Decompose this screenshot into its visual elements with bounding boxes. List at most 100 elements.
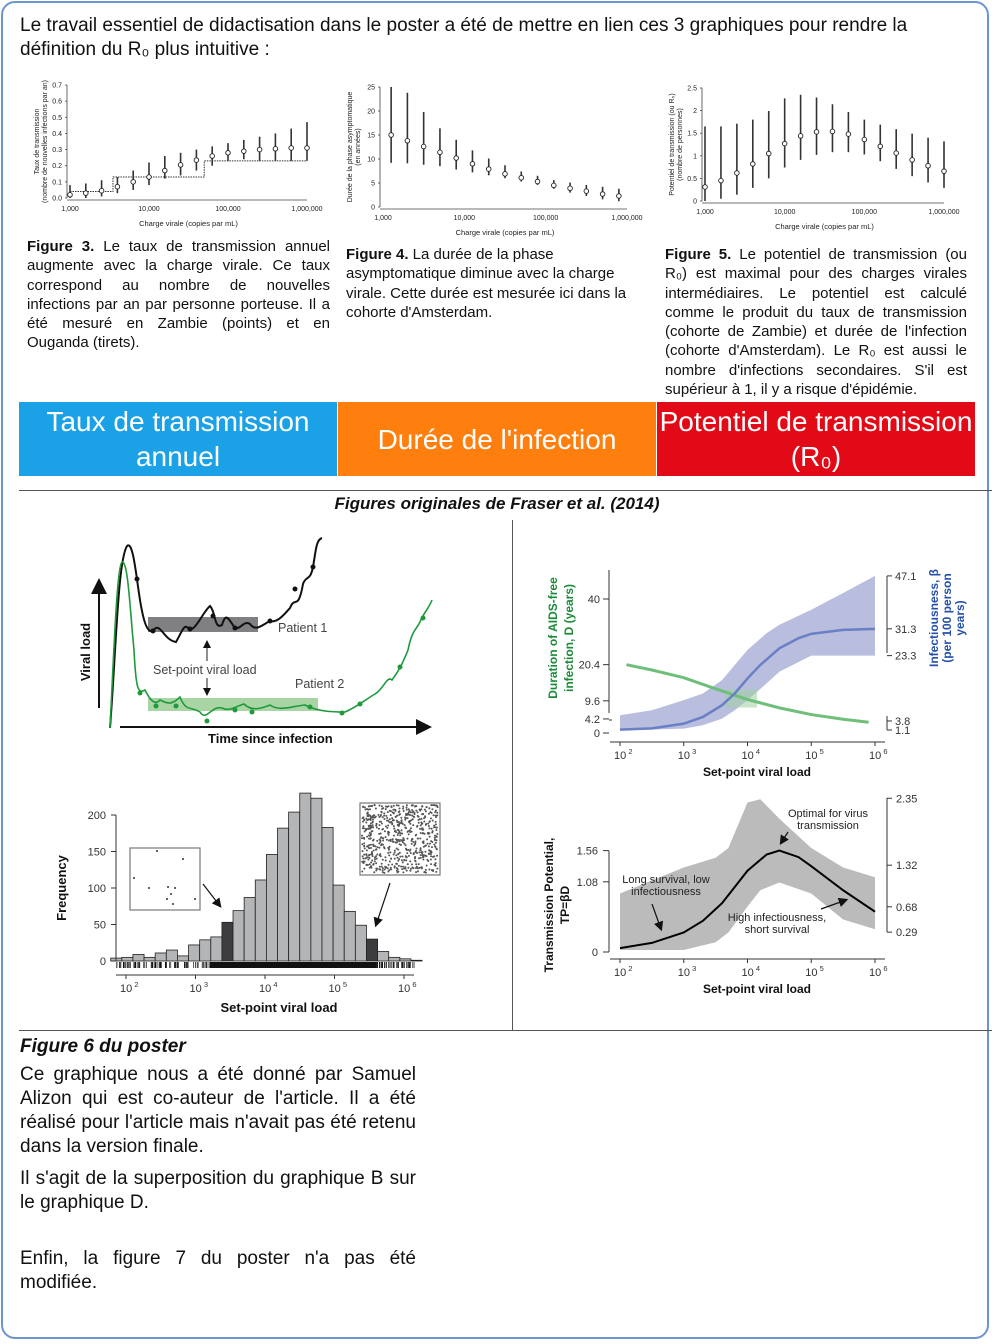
- y-tick-label: 0.0: [52, 196, 62, 203]
- data-point: [193, 157, 200, 163]
- inset-dot: [399, 855, 402, 858]
- inset-dot: [383, 830, 386, 833]
- inset-dot: [388, 809, 391, 812]
- inset-dot: [371, 815, 374, 818]
- inset-dot: [194, 898, 196, 900]
- inset-dot: [435, 870, 438, 873]
- inset-dot: [381, 827, 384, 830]
- inset-dot: [384, 836, 387, 839]
- inset-dot: [398, 813, 401, 816]
- inset-dot: [417, 863, 420, 866]
- inset-dot: [376, 853, 379, 856]
- inset-dot: [434, 820, 437, 823]
- data-point: [583, 188, 590, 194]
- inset-dot: [396, 856, 399, 859]
- inset-dot: [398, 851, 401, 854]
- inset-dot: [433, 863, 436, 866]
- inset-dot: [398, 858, 401, 861]
- y-tick-label: 0: [371, 205, 375, 212]
- y-tick-label: 0.5: [687, 176, 697, 183]
- inset-dot: [390, 868, 393, 871]
- inset-dot: [435, 847, 438, 850]
- inset-dot: [387, 851, 390, 854]
- patient1-point: [232, 625, 238, 631]
- inset-dot: [433, 843, 436, 846]
- inset-dot: [421, 854, 424, 857]
- y-tick-label: 0.6: [52, 99, 62, 106]
- inset-dot: [416, 851, 419, 854]
- inset-dot: [362, 860, 365, 863]
- inset-dot: [401, 841, 404, 844]
- inset-dot: [408, 829, 411, 832]
- y-tick-label: 23.3: [895, 651, 916, 663]
- x-tick-label: 10 3: [678, 747, 697, 762]
- patient1-point: [292, 586, 298, 592]
- inset-dot: [133, 877, 135, 879]
- histogram-bar: [299, 792, 312, 962]
- inset-dot: [422, 812, 425, 815]
- data-point: [420, 143, 427, 150]
- inset-dot: [375, 862, 378, 865]
- histogram-bar: [121, 956, 134, 962]
- inset-dot: [364, 827, 367, 830]
- inset-dot: [416, 870, 419, 873]
- inset-dot: [406, 837, 409, 840]
- inset-dot: [375, 822, 378, 825]
- rug-dense: [209, 962, 377, 968]
- inset-dot: [401, 868, 404, 871]
- inset-dot: [436, 811, 439, 814]
- caption-label: Figure 5.: [665, 246, 732, 263]
- inset-dot: [388, 869, 391, 872]
- inset-dot: [434, 823, 437, 826]
- inset-dot: [434, 826, 437, 829]
- inset-dot: [419, 837, 422, 840]
- inset-dot: [392, 812, 395, 815]
- inset-dot: [412, 840, 415, 843]
- inset-dot: [411, 838, 414, 841]
- inset-dot: [412, 853, 415, 856]
- inset-dot: [432, 869, 435, 872]
- inset-dot: [416, 837, 419, 840]
- inset-dot: [434, 811, 437, 814]
- inset-dot: [383, 817, 386, 820]
- inset-dot: [414, 849, 417, 852]
- inset-dot: [413, 811, 416, 814]
- inset-dot: [425, 806, 428, 809]
- inset-dot: [424, 844, 427, 847]
- data-point: [98, 187, 105, 194]
- y-tick-label: 3.8: [895, 716, 910, 728]
- caption-label: Figure 3.: [27, 238, 95, 255]
- x-tick-label: 10 6: [869, 964, 888, 979]
- patient2-point: [153, 703, 159, 709]
- inset-dot: [405, 859, 408, 862]
- data-point: [845, 131, 852, 137]
- divider: [512, 520, 513, 1030]
- inset-dot: [406, 852, 409, 855]
- inset-dot: [370, 866, 373, 869]
- inset-dot: [148, 887, 150, 889]
- inset-dot: [370, 865, 373, 868]
- annotation-optimal: transmission: [797, 820, 859, 832]
- inset-dot: [430, 827, 433, 830]
- inset-dot: [406, 863, 409, 866]
- y-axis-label: (nombre de personnes): [677, 108, 684, 181]
- inset-dot: [395, 831, 398, 834]
- data-point: [941, 168, 947, 174]
- inset-dot: [407, 830, 410, 833]
- inset-dot: [388, 845, 391, 848]
- y-tick-label: 2.5: [687, 86, 697, 93]
- histogram-bar: [132, 954, 145, 962]
- inset-dot: [372, 863, 375, 866]
- y-tick-label: 2: [693, 108, 697, 115]
- inset-dot: [407, 833, 410, 836]
- y-tick-label: 1.56: [577, 846, 598, 858]
- caption-figure-5: Figure 5. Le potentiel de transmission (…: [665, 245, 967, 399]
- inset-dot: [392, 808, 395, 811]
- inset-dot: [405, 812, 408, 815]
- inset-dot: [381, 871, 384, 874]
- inset-dot: [427, 824, 430, 827]
- inset-dot: [431, 819, 434, 822]
- data-point: [177, 162, 184, 168]
- data-point: [485, 166, 492, 172]
